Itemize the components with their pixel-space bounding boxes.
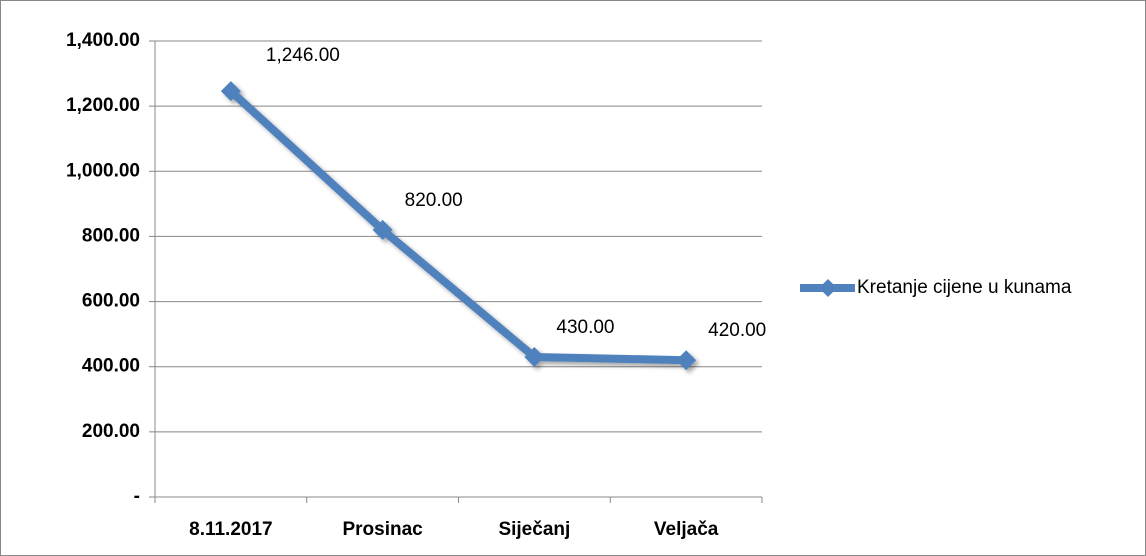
y-tick-label: 1,400.00 — [66, 30, 140, 51]
series — [220, 81, 697, 371]
y-tick-label: 1,200.00 — [66, 95, 140, 116]
marker — [524, 346, 545, 367]
y-tick-label: 400.00 — [82, 356, 140, 377]
marker — [676, 350, 697, 371]
line — [228, 88, 687, 365]
marker — [372, 219, 393, 240]
y-tick-label: 1,000.00 — [66, 160, 140, 181]
x-tick-label: Veljača — [654, 519, 719, 540]
x-tick-label: Prosinac — [342, 519, 423, 540]
marker — [220, 81, 241, 102]
data-label: 1,246.00 — [266, 45, 340, 66]
y-tick-label: 200.00 — [82, 421, 140, 442]
x-tick-label: 8.11.2017 — [189, 519, 272, 540]
legend-label: Kretanje cijene u kunama — [857, 277, 1072, 298]
data-label: 820.00 — [405, 190, 463, 211]
data-label: 420.00 — [708, 320, 766, 341]
data-label: 430.00 — [556, 317, 614, 338]
legend-marker — [819, 279, 837, 297]
y-tick-label: - — [134, 486, 140, 507]
y-tick-label: 600.00 — [82, 291, 140, 312]
y-tick-label: 800.00 — [82, 225, 140, 246]
x-tick-label: Siječanj — [498, 519, 570, 540]
